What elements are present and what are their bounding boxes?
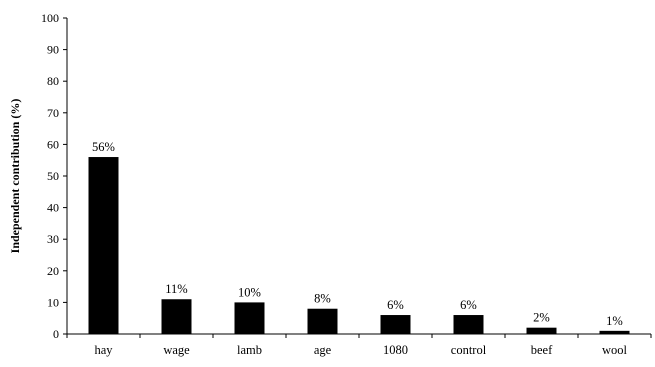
bar-1080 xyxy=(380,315,411,334)
data-label-lamb: 10% xyxy=(238,285,261,299)
y-tick-label: 30 xyxy=(47,232,59,246)
bars-group: 56% 11% 10% 8% 6% 6% 2% 1% xyxy=(88,140,630,334)
y-tick-label: 60 xyxy=(47,137,59,151)
data-label-age: 8% xyxy=(314,292,331,306)
bar-hay xyxy=(88,157,119,334)
y-tick-label: 80 xyxy=(47,74,59,88)
x-tick-label-beef: beef xyxy=(531,343,553,357)
bar-wool xyxy=(599,330,630,334)
data-label-beef: 2% xyxy=(533,311,550,325)
data-label-1080: 6% xyxy=(387,298,404,312)
y-tick-label: 40 xyxy=(47,201,59,215)
x-tick-label-hay: hay xyxy=(94,343,113,357)
bar-lamb xyxy=(234,302,265,334)
x-tick-label-wool: wool xyxy=(602,343,628,357)
x-tick-label-control: control xyxy=(451,343,487,357)
bar-beef xyxy=(526,327,557,334)
x-tick-label-lamb: lamb xyxy=(237,343,262,357)
y-tick-label: 0 xyxy=(53,327,59,341)
y-axis-ticks: 0 10 20 30 40 50 60 70 80 90 100 xyxy=(41,11,67,341)
bar-wage xyxy=(161,299,192,334)
x-tick-label-age: age xyxy=(314,343,332,357)
y-tick-label: 10 xyxy=(47,295,59,309)
y-tick-label: 50 xyxy=(47,169,59,183)
data-label-hay: 56% xyxy=(92,140,115,154)
bar-age xyxy=(307,308,338,334)
y-tick-label: 70 xyxy=(47,106,59,120)
data-label-wool: 1% xyxy=(606,314,623,328)
y-tick-label: 20 xyxy=(47,264,59,278)
y-tick-label: 100 xyxy=(41,11,59,25)
bar-control xyxy=(453,315,484,334)
y-axis-title: Independent contribution (%) xyxy=(8,99,22,254)
x-axis-ticks: hay wage lamb age 1080 control beef wool xyxy=(66,334,652,357)
y-tick-label: 90 xyxy=(47,43,59,57)
x-tick-label-wage: wage xyxy=(163,343,190,357)
data-label-control: 6% xyxy=(460,298,477,312)
x-tick-label-1080: 1080 xyxy=(383,343,408,357)
data-label-wage: 11% xyxy=(165,282,187,296)
